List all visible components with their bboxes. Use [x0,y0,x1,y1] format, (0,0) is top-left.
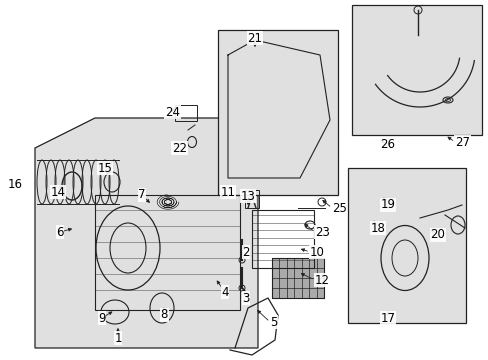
Text: 1: 1 [114,332,122,345]
Bar [351,5,481,135]
Text: 24: 24 [164,105,180,118]
Bar [244,190,259,208]
Text: 21: 21 [247,31,262,45]
Bar [251,210,313,268]
Text: 14: 14 [50,185,65,198]
Text: 4: 4 [221,285,228,298]
Text: 18: 18 [370,221,385,234]
Text: 5: 5 [269,315,277,328]
Text: 12: 12 [314,274,329,287]
Polygon shape [35,118,258,348]
Bar [271,258,324,298]
Text: 15: 15 [98,162,112,175]
Text: 23: 23 [314,225,329,238]
Text: 9: 9 [98,311,105,324]
Text: 20: 20 [429,229,445,242]
Text: 16: 16 [7,179,22,192]
Bar [95,195,240,310]
Text: 8: 8 [160,309,168,321]
Text: 3: 3 [242,292,249,305]
Text: 22: 22 [172,141,186,154]
Text: 2: 2 [242,246,249,258]
Text: 6: 6 [56,225,63,238]
Text: 25: 25 [331,202,346,215]
Text: 13: 13 [240,189,255,202]
Text: 27: 27 [454,135,469,148]
Text: 7: 7 [138,189,145,202]
Bar [347,168,465,323]
Text: 10: 10 [309,246,324,258]
Bar [175,105,197,121]
Text: 19: 19 [380,198,395,211]
Text: 26: 26 [380,139,395,152]
Bar [218,30,337,195]
Text: 11: 11 [220,185,235,198]
Text: 17: 17 [380,311,395,324]
